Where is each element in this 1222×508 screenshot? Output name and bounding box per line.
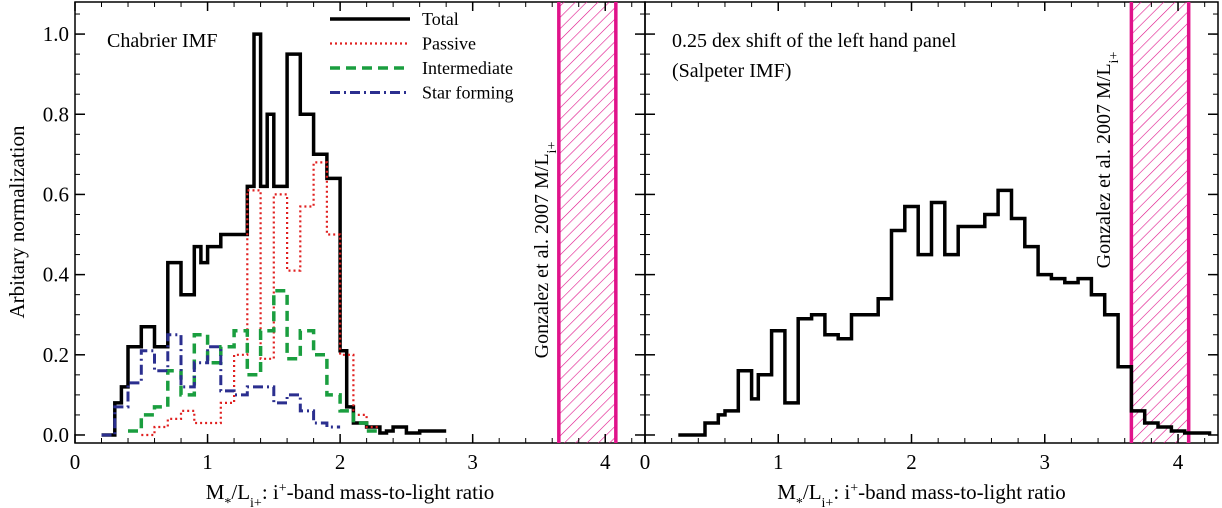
y-tick-label: 0.8	[43, 102, 69, 126]
right-x-axis-label: M*/Li+: i+-band mass-to-light ratio	[777, 480, 1066, 508]
series-line-passive	[141, 161, 380, 437]
y-tick-label: 0.0	[43, 423, 69, 447]
legend-label: Passive	[422, 34, 476, 54]
y-tick-label: 0.6	[43, 182, 69, 206]
x-tick-label: 2	[335, 450, 346, 474]
right-gonzalez-annotation: Gonzalez et al. 2007 M/Li+	[1093, 52, 1122, 269]
x-tick-label: 3	[1040, 450, 1051, 474]
series-line-total	[678, 188, 1212, 437]
series-line-total	[101, 32, 447, 437]
x-tick-label: 3	[467, 450, 478, 474]
right-panel: 0.25 dex shift of the left hand panel (S…	[640, 1, 1219, 508]
left-panel-label: Chabrier IMF	[107, 30, 218, 52]
legend-label: Star forming	[422, 83, 514, 103]
y-axis-label: Arbitary normalization	[5, 125, 29, 319]
gonzalez-hatched-band	[1131, 2, 1189, 443]
right-panel-label-line2: (Salpeter IMF)	[672, 60, 791, 82]
legend: Total Passive Intermediate Star forming	[330, 9, 514, 103]
y-tick-label: 1.0	[43, 22, 69, 46]
series-line-star-forming	[101, 333, 341, 437]
x-tick-label: 2	[906, 450, 917, 474]
y-tick-label: 0.4	[43, 263, 70, 287]
left-panel: Chabrier IMF Arbitary normalization M*/L…	[5, 1, 646, 508]
left-x-axis-label: M*/Li+: i+-band mass-to-light ratio	[206, 480, 495, 508]
series-line-intermediate	[128, 288, 380, 433]
right-panel-frame	[644, 1, 1219, 444]
y-tick-label: 0.2	[43, 343, 69, 367]
right-panel-label: 0.25 dex shift of the left hand panel	[672, 30, 957, 52]
x-tick-label: 0	[640, 450, 651, 474]
x-tick-label: 0	[70, 450, 81, 474]
x-tick-label: 4	[600, 450, 611, 474]
legend-label: Intermediate	[422, 58, 513, 78]
left-gonzalez-annotation: Gonzalez et al. 2007 M/Li+	[531, 142, 560, 359]
x-tick-label: 1	[202, 450, 213, 474]
gonzalez-hatched-band	[558, 2, 616, 443]
legend-label: Total	[422, 9, 459, 29]
x-tick-label: 1	[773, 450, 784, 474]
x-tick-label: 4	[1173, 450, 1184, 474]
